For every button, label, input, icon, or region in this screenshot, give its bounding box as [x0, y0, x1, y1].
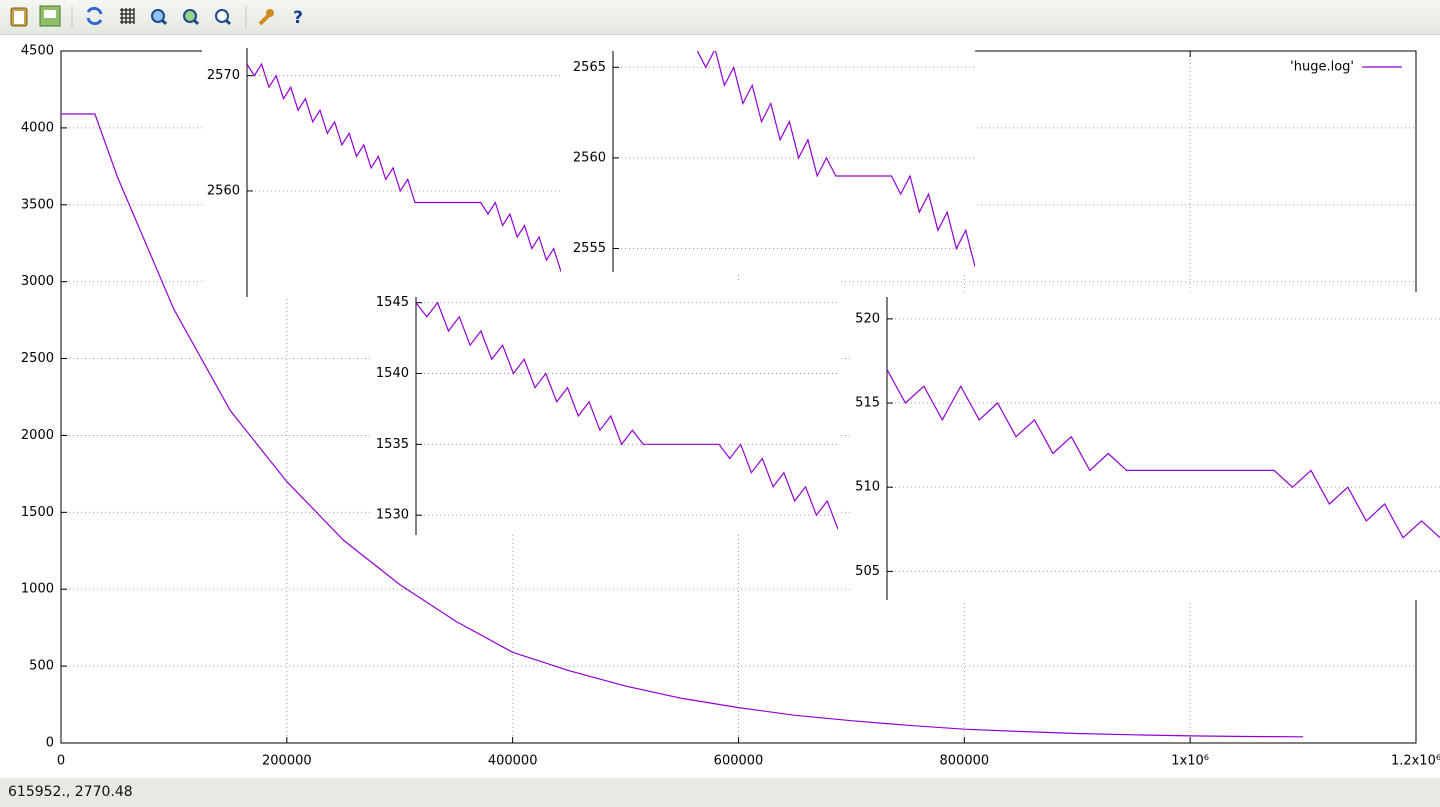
y-tick-label: 2500 — [21, 351, 54, 366]
inset-background — [561, 40, 975, 272]
y-tick-label: 500 — [29, 659, 54, 674]
zoom-next-button[interactable] — [183, 9, 200, 26]
y-tick-label: 520 — [855, 311, 880, 326]
zoom-inset: 2560 2570 — [202, 48, 561, 297]
y-tick-label: 510 — [855, 480, 880, 495]
y-tick-label: 1540 — [376, 366, 409, 381]
autoscale-button[interactable] — [215, 9, 232, 26]
inset-background — [850, 292, 1440, 600]
print-button[interactable] — [39, 5, 61, 27]
x-tick-label: 0 — [57, 754, 65, 769]
zoom-inset: 505 510 515 520 — [850, 292, 1440, 600]
y-tick-label: 3500 — [21, 197, 54, 212]
y-tick-label: 4000 — [21, 120, 54, 135]
y-tick-label: 0 — [46, 736, 54, 751]
x-tick-label: 400000 — [488, 754, 538, 769]
data-line — [696, 51, 975, 267]
x-tick-label: 800000 — [940, 754, 990, 769]
grid-button[interactable] — [120, 8, 135, 24]
y-tick-label: 1000 — [21, 582, 54, 597]
zoom-inset: 2555 2560 2565 — [561, 40, 975, 272]
help-button[interactable]: ? — [293, 8, 303, 28]
y-tick-label: 2560 — [573, 150, 606, 165]
y-tick-label: 1500 — [21, 505, 54, 520]
y-tick-label: 515 — [855, 396, 880, 411]
x-tick-label: 600000 — [714, 754, 764, 769]
data-line — [887, 369, 1440, 539]
y-tick-label: 1545 — [376, 295, 409, 310]
y-tick-label: 505 — [855, 564, 880, 579]
y-tick-label: 2565 — [573, 60, 606, 75]
svg-text:?: ? — [293, 8, 303, 28]
x-tick-label: 1x10⁶ — [1171, 754, 1209, 769]
copy-button[interactable] — [10, 7, 28, 27]
y-tick-label: 2560 — [207, 183, 240, 198]
y-tick-label: 1535 — [376, 437, 409, 452]
y-tick-label: 2000 — [21, 428, 54, 443]
toolbar: ? — [0, 0, 1440, 35]
zoom-prev-button[interactable] — [151, 9, 168, 26]
data-line — [416, 301, 838, 530]
y-tick-label: 3000 — [21, 274, 54, 289]
y-tick-label: 2570 — [207, 68, 240, 83]
y-tick-label: 1530 — [376, 508, 409, 523]
replot-button[interactable] — [86, 6, 103, 26]
legend-label: 'huge.log' — [1290, 60, 1354, 75]
data-line — [247, 62, 561, 272]
data-line — [61, 113, 1304, 738]
x-tick-label: 200000 — [262, 754, 312, 769]
zoom-inset: 1530 1535 1540 1545 — [370, 280, 838, 535]
settings-button[interactable] — [258, 9, 274, 26]
inset-background — [370, 280, 838, 535]
status-bar: 615952., 2770.48 — [0, 778, 1440, 807]
x-tick-label: 1.2x10⁶ — [1391, 754, 1440, 769]
inset-background — [202, 48, 561, 297]
plot-area: 0 500 1000 1500 2000 2500 3000 3500 4000 4500 0 200… — [21, 40, 1440, 769]
y-tick-label: 2555 — [573, 241, 606, 256]
y-tick-label: 4500 — [21, 44, 54, 59]
